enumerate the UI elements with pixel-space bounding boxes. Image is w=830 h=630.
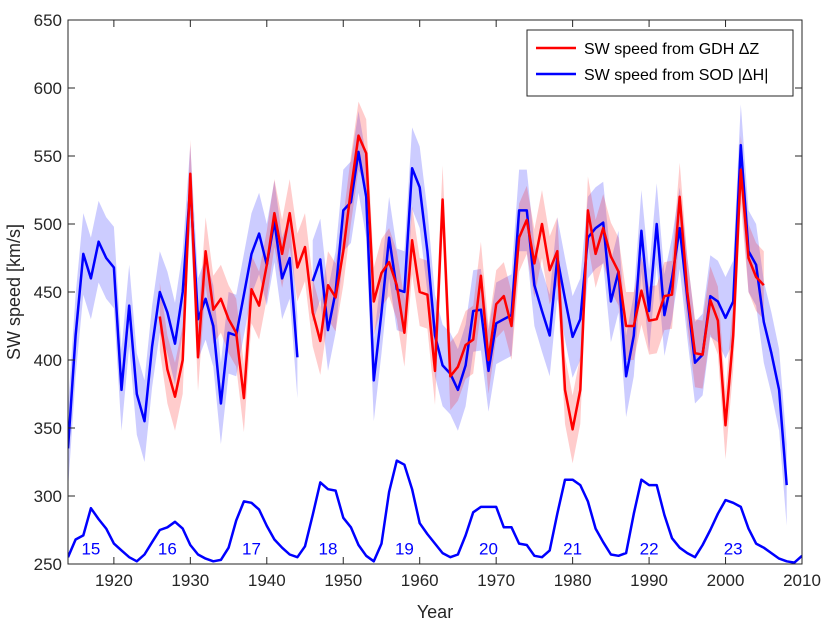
cycle-label-16: 16 bbox=[158, 539, 177, 558]
x-axis-title: Year bbox=[417, 602, 453, 622]
y-tick-label: 450 bbox=[34, 283, 62, 302]
y-tick-label: 600 bbox=[34, 79, 62, 98]
cycle-labels: 15 16 17 18 19 20 21 22 23 bbox=[81, 539, 742, 558]
cycle-label-17: 17 bbox=[242, 539, 261, 558]
x-tick-label: 1990 bbox=[630, 571, 668, 590]
y-axis: 250 300 350 400 450 500 550 600 650 bbox=[34, 11, 802, 574]
x-tick-label: 1940 bbox=[248, 571, 286, 590]
cycle-label-21: 21 bbox=[563, 539, 582, 558]
uncertainty-bands bbox=[68, 101, 787, 526]
series-lines bbox=[68, 134, 802, 564]
x-tick-label: 1930 bbox=[171, 571, 209, 590]
legend-box bbox=[526, 29, 794, 97]
y-tick-label: 400 bbox=[34, 351, 62, 370]
sunspot-cycle-line-0 bbox=[68, 459, 802, 564]
cycle-label-22: 22 bbox=[640, 539, 659, 558]
x-tick-label: 1970 bbox=[477, 571, 515, 590]
x-tick-label: 2000 bbox=[707, 571, 745, 590]
cycle-label-19: 19 bbox=[395, 539, 414, 558]
cycle-label-18: 18 bbox=[318, 539, 337, 558]
x-tick-label: 2010 bbox=[783, 571, 821, 590]
y-tick-label: 300 bbox=[34, 487, 62, 506]
uncertainty-band-sod-1 bbox=[312, 104, 787, 526]
y-tick-label: 650 bbox=[34, 11, 62, 30]
x-tick-label: 1980 bbox=[554, 571, 592, 590]
uncertainty-band-sod-0 bbox=[68, 145, 298, 490]
x-tick-label: 1950 bbox=[324, 571, 362, 590]
cycle-label-23: 23 bbox=[724, 539, 743, 558]
y-tick-label: 350 bbox=[34, 419, 62, 438]
cycle-label-20: 20 bbox=[479, 539, 498, 558]
y-tick-label: 550 bbox=[34, 147, 62, 166]
legend: SW speed from GDH ΔZ SW speed from SOD |… bbox=[526, 29, 794, 97]
cycle-label-15: 15 bbox=[81, 539, 100, 558]
x-tick-label: 1960 bbox=[401, 571, 439, 590]
gdh-speed-line-0 bbox=[158, 134, 765, 431]
uncertainty-band-gdh-0 bbox=[159, 101, 764, 464]
y-axis-title: SW speed [km/s] bbox=[4, 224, 24, 360]
legend-label-gdh: SW speed from GDH ΔZ bbox=[584, 41, 759, 58]
x-tick-label: 1920 bbox=[95, 571, 133, 590]
y-tick-label: 250 bbox=[34, 555, 62, 574]
sod-speed-line-0 bbox=[68, 184, 299, 449]
legend-label-sod: SW speed from SOD |ΔH| bbox=[584, 67, 768, 84]
x-axis: 1920 1930 1940 1950 1960 1970 1980 1990 2000 2010 bbox=[95, 20, 821, 590]
y-tick-label: 500 bbox=[34, 215, 62, 234]
